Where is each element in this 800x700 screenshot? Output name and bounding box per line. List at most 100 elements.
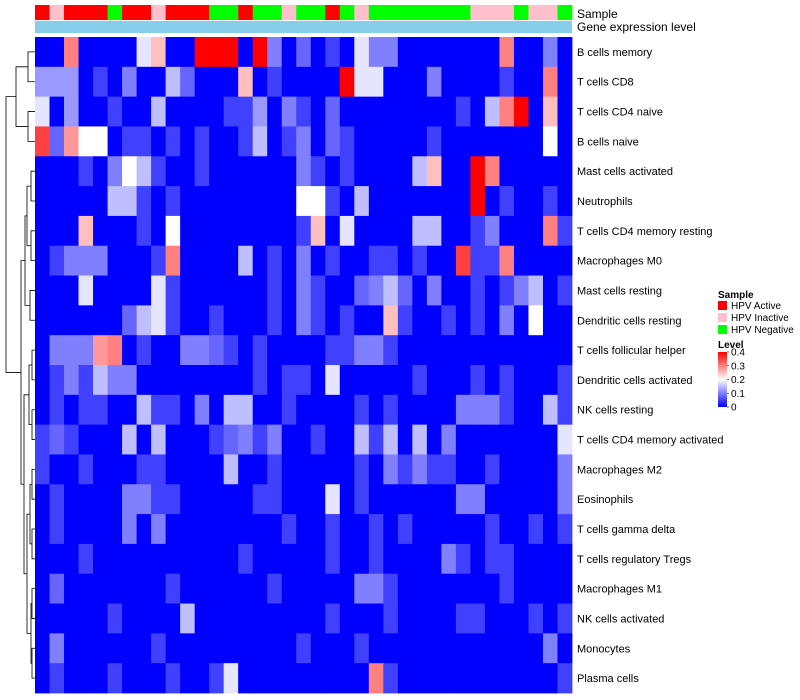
heatmap-cell: [513, 37, 529, 68]
sample-annotation-cell: [180, 5, 196, 20]
heatmap-cell: [470, 37, 486, 68]
dendrogram-link: [31, 409, 35, 440]
heatmap-cell: [151, 633, 167, 664]
heatmap-cell: [64, 454, 79, 485]
heatmap-cell: [35, 37, 50, 68]
level-tick-label: 0.3: [731, 361, 745, 372]
heatmap-cell: [296, 186, 312, 217]
heatmap-cell: [194, 275, 210, 306]
sample-legend-swatch-active: [718, 301, 727, 310]
heatmap-cell: [180, 96, 196, 127]
sample-annotation-cell: [93, 5, 108, 20]
heatmap-cell: [136, 275, 152, 306]
heatmap-cell: [93, 424, 108, 455]
heatmap-cell: [267, 573, 283, 604]
heatmap-cell: [528, 186, 544, 217]
heatmap-cell: [136, 126, 152, 157]
heatmap-cell: [252, 275, 268, 306]
heatmap-cell: [470, 275, 486, 306]
sample-legend-swatch-negative: [718, 325, 727, 334]
heatmap-cell: [310, 96, 326, 127]
heatmap-cell: [426, 245, 442, 276]
heatmap-cell: [310, 663, 326, 694]
heatmap-cell: [397, 305, 413, 336]
heatmap-cell: [252, 484, 268, 515]
annotation-label-sample: Sample: [577, 7, 618, 21]
row-label: Dendritic cells resting: [577, 315, 682, 327]
heatmap-cell: [151, 126, 167, 157]
heatmap-cell: [151, 275, 167, 306]
heatmap-cell: [93, 484, 108, 515]
heatmap-cell: [267, 37, 283, 68]
heatmap-cell: [412, 186, 428, 217]
heatmap-cell: [310, 633, 326, 664]
heatmap-cell: [78, 603, 94, 634]
heatmap-cell: [397, 603, 413, 634]
heatmap-cell: [64, 543, 79, 575]
heatmap-cell: [368, 663, 384, 694]
heatmap-cell: [412, 573, 428, 604]
heatmap-cell: [107, 603, 123, 634]
row-label: Macrophages M2: [577, 464, 662, 476]
heatmap-cell: [252, 66, 268, 98]
sample-annotation-cell: [151, 5, 167, 20]
heatmap-cell: [296, 96, 312, 127]
heatmap-cell: [136, 603, 152, 634]
heatmap-cell: [35, 66, 50, 98]
row-label: T cells CD8: [577, 77, 634, 89]
heatmap-cell: [542, 305, 558, 336]
heatmap-cell: [455, 335, 471, 366]
dendrogram-link: [29, 290, 35, 321]
heatmap-cell: [412, 335, 428, 366]
heatmap-cell: [339, 215, 355, 247]
heatmap-cell: [122, 66, 137, 98]
heatmap-cell: [78, 543, 94, 575]
row-label: T cells CD4 memory resting: [577, 226, 713, 238]
heatmap-cell: [513, 663, 529, 694]
heatmap-cell: [513, 186, 529, 217]
heatmap-cell: [107, 305, 123, 336]
heatmap-cell: [368, 484, 384, 515]
heatmap-cell: [368, 215, 384, 247]
heatmap-cell: [78, 126, 94, 157]
heatmap-cell: [412, 37, 428, 68]
heatmap-cell: [325, 126, 341, 157]
heatmap-cell: [412, 663, 428, 694]
heatmap-cell: [310, 514, 326, 545]
heatmap-cell: [557, 424, 573, 455]
heatmap-cell: [93, 365, 108, 396]
row-label: Macrophages M0: [577, 256, 662, 268]
heatmap-cell: [557, 365, 573, 396]
heatmap-cell: [542, 37, 558, 68]
heatmap-cell: [368, 394, 384, 426]
heatmap-cell: [325, 663, 341, 694]
heatmap-cell: [339, 484, 355, 515]
heatmap-cell: [281, 543, 297, 575]
heatmap-cell: [354, 543, 370, 575]
heatmap-cell: [281, 275, 297, 306]
row-label: NK cells activated: [577, 614, 664, 626]
heatmap-cell: [470, 156, 486, 187]
heatmap-cell: [455, 633, 471, 664]
heatmap-cell: [484, 424, 500, 455]
heatmap-cell: [78, 186, 94, 217]
heatmap-cell: [238, 96, 254, 127]
heatmap-cell: [122, 186, 137, 217]
heatmap-cell: [78, 573, 94, 604]
sample-legend-label-inactive: HPV Inactive: [731, 313, 789, 324]
heatmap-cell: [107, 66, 123, 98]
heatmap-cell: [136, 633, 152, 664]
heatmap-cell: [325, 633, 341, 664]
heatmap-cell: [281, 484, 297, 515]
heatmap-cell: [281, 394, 297, 426]
heatmap-cell: [194, 156, 210, 187]
heatmap-cell: [441, 37, 457, 68]
row-label: NK cells resting: [577, 405, 653, 417]
row-label: Plasma cells: [577, 673, 639, 685]
heatmap-cell: [49, 245, 65, 276]
heatmap-cell: [165, 275, 181, 306]
heatmap-cell: [136, 484, 152, 515]
heatmap-cell: [557, 245, 573, 276]
heatmap-cell: [296, 663, 312, 694]
row-label: B cells memory: [577, 47, 653, 59]
